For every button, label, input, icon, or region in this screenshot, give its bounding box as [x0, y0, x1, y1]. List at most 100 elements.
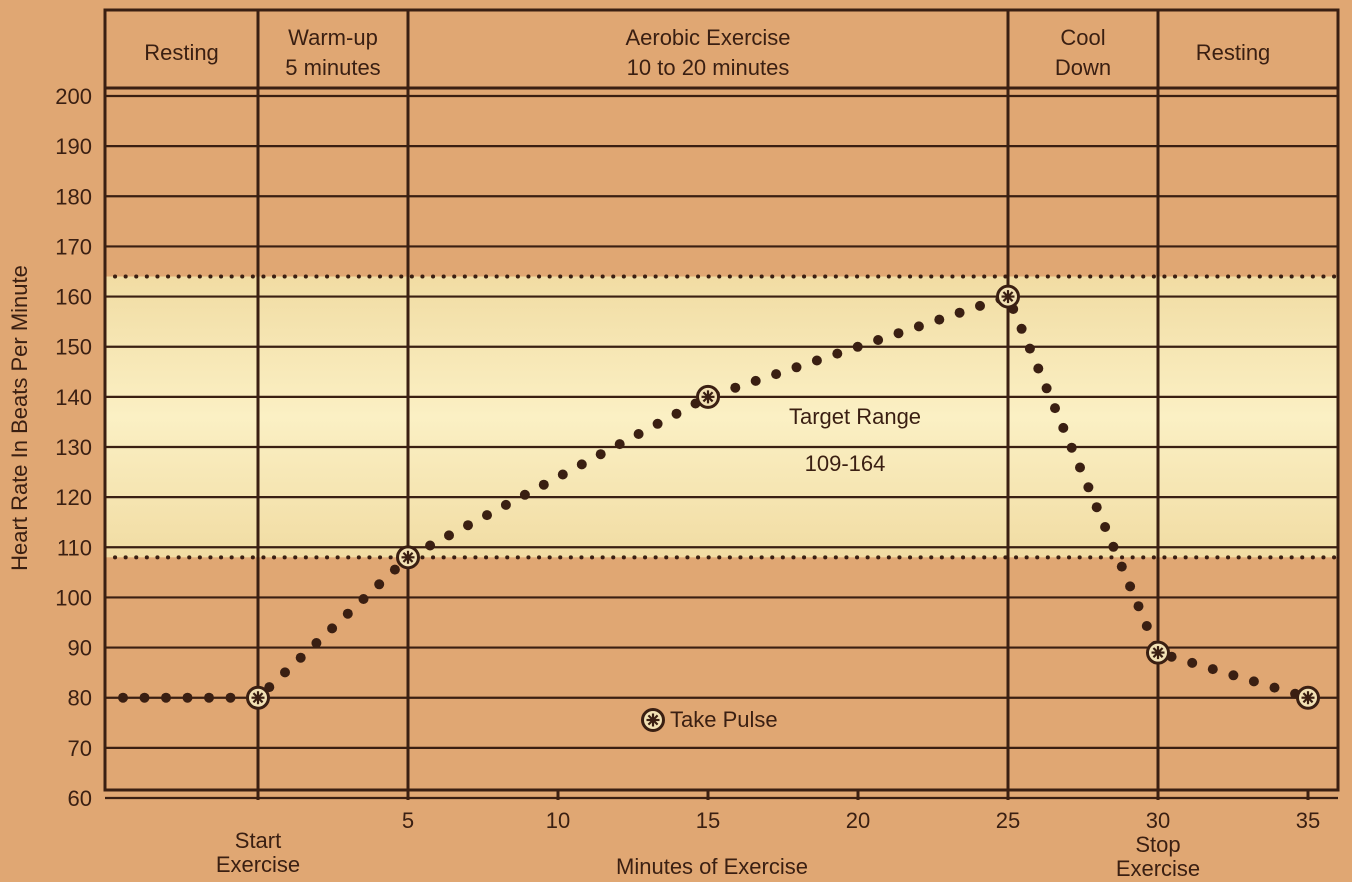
series-dot: [893, 328, 904, 339]
series-dot: [161, 692, 171, 703]
series-dot: [280, 667, 290, 678]
series-dot: [1187, 657, 1198, 668]
series-dot: [595, 449, 606, 460]
series-dot: [750, 375, 761, 386]
phase-label: 5 minutes: [285, 55, 380, 80]
series-dot: [1133, 601, 1144, 612]
series-dot: [118, 692, 128, 703]
series-dot: [374, 579, 385, 590]
x-tick-label: 10: [546, 808, 570, 833]
series-dot: [482, 510, 492, 521]
phase-label: 10 to 20 minutes: [627, 55, 790, 80]
target-range-value: 109-164: [805, 451, 886, 476]
take-pulse-marker: [1146, 640, 1170, 665]
series-dot: [633, 429, 644, 439]
series-dot: [614, 439, 625, 450]
y-tick-label: 120: [55, 485, 92, 510]
y-tick-label: 180: [55, 184, 92, 209]
series-dot: [1075, 462, 1085, 473]
series-dot: [671, 408, 682, 419]
target-range-label: Target Range: [789, 404, 921, 429]
series-dot: [1108, 541, 1119, 552]
pulse-marker-spoke: [1152, 647, 1164, 658]
y-tick-label: 70: [68, 736, 92, 761]
y-tick-label: 140: [55, 385, 92, 410]
series-dot: [791, 362, 802, 373]
series-dot: [425, 540, 436, 551]
y-tick-label: 130: [55, 435, 92, 460]
series-dot: [771, 369, 782, 380]
take-pulse-marker: [696, 384, 720, 409]
series-dot: [182, 692, 193, 703]
series-dot: [389, 564, 400, 575]
series-dot: [358, 594, 369, 604]
pulse-marker-spoke: [1302, 692, 1314, 704]
y-tick-label: 100: [55, 585, 92, 610]
phase-label: Resting: [144, 40, 219, 65]
y-tick-label: 150: [55, 335, 92, 360]
series-dot: [975, 300, 985, 311]
series-dot: [1248, 676, 1259, 687]
series-dot: [1083, 482, 1094, 493]
series-dot: [538, 479, 549, 490]
phase-label: Aerobic Exercise: [625, 25, 790, 50]
pulse-marker-spoke: [252, 692, 264, 704]
series-dot: [832, 348, 843, 359]
phase-label: Warm-up: [288, 25, 378, 50]
series-dot: [500, 499, 511, 510]
series-dot: [934, 314, 945, 325]
x-tick-label: 15: [696, 808, 720, 833]
series-dot: [139, 692, 150, 703]
series-dot: [1058, 422, 1069, 433]
series-dot: [1228, 670, 1239, 681]
pulse-marker-spoke: [1002, 291, 1014, 302]
series-dot: [327, 623, 338, 634]
series-dot: [954, 307, 965, 318]
series-dot: [576, 459, 587, 470]
series-dot: [852, 341, 863, 352]
series-dot: [652, 418, 663, 429]
series-dot: [295, 652, 306, 663]
pulse-marker-spoke: [647, 714, 659, 726]
series-dot: [811, 355, 822, 366]
x-tick-label: 35: [1296, 808, 1320, 833]
series-dot: [225, 692, 236, 703]
take-pulse-marker: [396, 545, 420, 570]
series-dot: [519, 489, 530, 500]
series-dot: [204, 692, 214, 703]
series-dot: [1125, 581, 1136, 592]
y-axis-title: Heart Rate In Beats Per Minute: [7, 265, 32, 571]
series-dot: [1033, 363, 1044, 374]
series-dot: [1141, 621, 1152, 631]
series-dot: [1041, 383, 1052, 394]
plot-frame: [103, 8, 1340, 792]
y-tick-label: 60: [68, 786, 92, 811]
series-dot: [1024, 343, 1035, 354]
x-tick-label: 30: [1146, 808, 1170, 833]
phase-label: Down: [1055, 55, 1111, 80]
series-dot: [1066, 442, 1077, 453]
take-pulse-legend-icon: [641, 708, 665, 732]
y-tick-label: 110: [57, 535, 92, 560]
x-tick-annotation: Exercise: [216, 852, 300, 877]
y-tick-label: 200: [55, 84, 92, 109]
series-dot: [1100, 522, 1111, 532]
x-tick-label: 5: [402, 808, 414, 833]
x-axis-title: Minutes of Exercise: [616, 854, 808, 879]
series-dot: [1116, 561, 1127, 572]
take-pulse-legend-label: Take Pulse: [670, 707, 778, 732]
phase-label: Cool: [1060, 25, 1105, 50]
take-pulse-marker: [996, 284, 1020, 309]
series-dot: [730, 382, 741, 393]
y-tick-label: 190: [55, 134, 92, 159]
pulse-marker-spoke: [702, 391, 714, 403]
phase-label: Resting: [1196, 40, 1271, 65]
series-dot: [1207, 664, 1218, 675]
series-dot: [557, 469, 568, 480]
series-dot: [1050, 403, 1060, 414]
x-tick-annotation: Start: [235, 828, 281, 853]
series-dot: [873, 335, 884, 345]
series-dot: [342, 608, 353, 619]
y-tick-label: 170: [55, 234, 92, 259]
series-dot: [463, 520, 473, 531]
